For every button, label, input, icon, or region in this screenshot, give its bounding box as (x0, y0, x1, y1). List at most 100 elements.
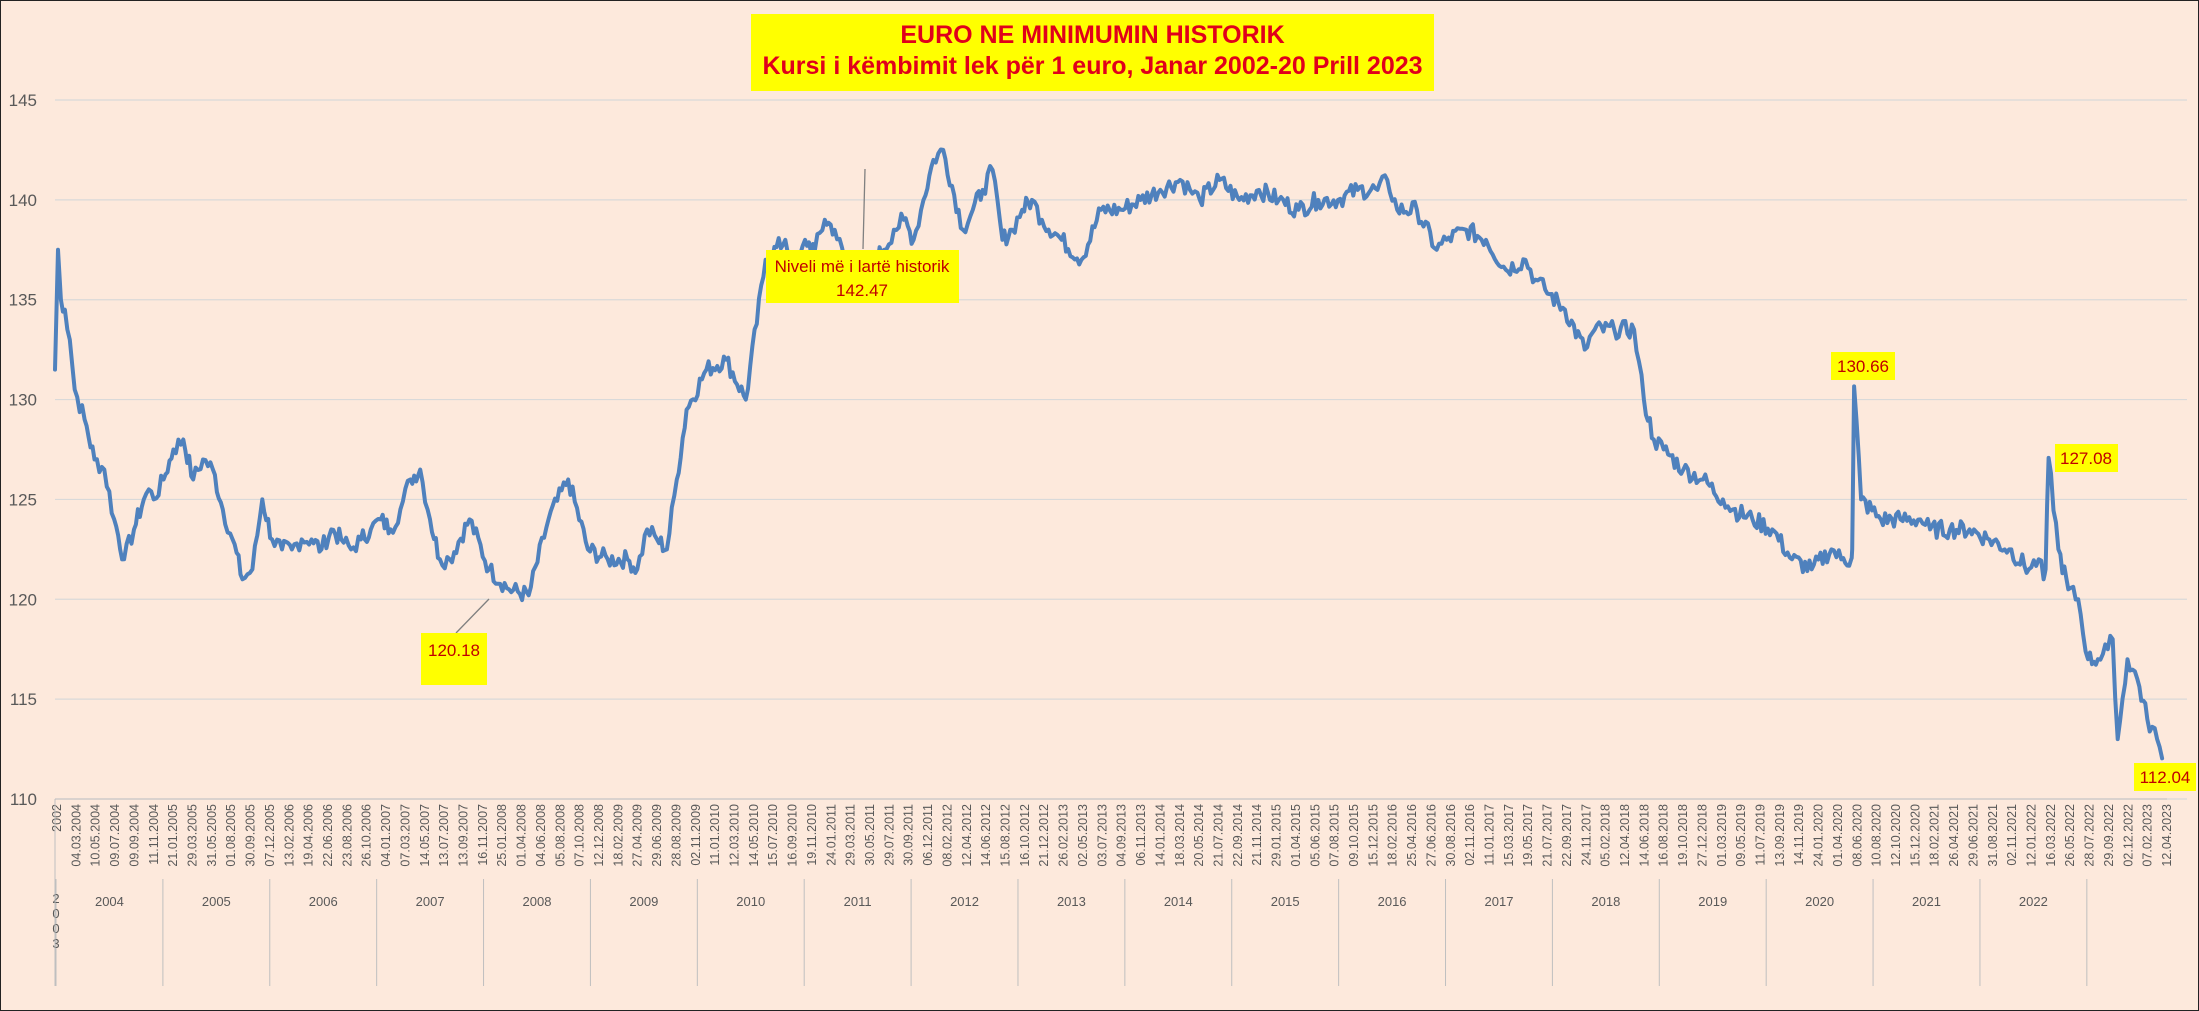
x-date-label: 22.09.2017 (1560, 804, 1574, 867)
x-date-label: 13.02.2006 (282, 804, 296, 867)
x-date-label: 14.11.2019 (1792, 804, 1806, 866)
x-date-label: 15.12.2020 (1908, 804, 1922, 867)
x-date-label: 30.09.2005 (244, 804, 258, 867)
year-label: 2006 (309, 894, 338, 909)
x-date-label: 26.04.2021 (1947, 804, 1961, 867)
x-date-label: 27.06.2016 (1424, 804, 1438, 867)
x-date-label: 26.10.2006 (360, 804, 374, 867)
x-date-label: 12.04.2023 (2160, 804, 2174, 867)
x-date-label: 15.07.2010 (766, 804, 780, 867)
x-date-label: 18.02.2016 (1386, 804, 1400, 867)
annotation-max-text: Niveli më i lartë historik (775, 257, 950, 276)
x-date-label: 25.01.2008 (495, 804, 509, 867)
y-tick-label: 125 (9, 490, 37, 509)
x-date-label: 14.05.2007 (418, 804, 432, 867)
x-date-label: 24.01.2011 (824, 804, 838, 866)
x-date-label: 24.11.2017 (1579, 804, 1593, 866)
x-date-label: 02.11.2016 (1463, 804, 1477, 866)
x-date-label: 09.07.2004 (108, 804, 122, 867)
x-date-label: 04.09.2013 (1115, 804, 1129, 867)
x-date-label: 14.05.2010 (747, 804, 761, 867)
x-date-label: 02.11.2021 (2005, 804, 2019, 866)
x-date-label: 31.05.2005 (205, 804, 219, 867)
x-date-label: 02.05.2013 (1076, 804, 1090, 867)
year-label: 2012 (950, 894, 979, 909)
x-axis: 2002 04.03.2004 10.05.2004 09.07.2004 09.09.… (50, 798, 2174, 986)
x-date-label: 12.03.2010 (728, 804, 742, 867)
x-date-label: 05.08.2008 (553, 804, 567, 867)
x-date-label: 01.04.2008 (515, 804, 529, 867)
annotation-130-box (1831, 352, 1895, 380)
x-date-label: 20.05.2014 (1192, 804, 1206, 867)
annotation-127-text: 127.08 (2060, 449, 2112, 468)
annotation-leader-120 (455, 598, 490, 634)
x-date-label: 26.05.2022 (2063, 804, 2077, 867)
x-date-label: 22.09.2014 (1231, 804, 1245, 867)
x-date-label: 30.05.2011 (863, 804, 877, 866)
x-date-label: 07.02.2023 (2141, 804, 2155, 867)
x-date-label: 29.07.2011 (882, 804, 896, 866)
year-label: 2018 (1591, 894, 1620, 909)
x-date-label: 30.09.2011 (902, 804, 916, 866)
x-date-label: 29.09.2022 (2102, 804, 2116, 867)
x-date-label: 13.09.2007 (457, 804, 471, 867)
x-date-label: 07.12.2005 (263, 804, 277, 867)
annotation-127-box (2055, 444, 2118, 472)
x-date-label: 06.11.2013 (1134, 804, 1148, 866)
x-date-label: 15.03.2017 (1502, 804, 1516, 867)
x-date-label: 27.04.2009 (631, 804, 645, 867)
x-date-label: 16.09.2010 (786, 804, 800, 867)
annotation-120-box (421, 633, 487, 685)
x-date-label: 21.11.2014 (1250, 804, 1264, 866)
year-label: 2005 (202, 894, 231, 909)
year-label: 2008 (523, 894, 552, 909)
x-date-label: 19.05.2017 (1521, 804, 1535, 867)
x-date-label: 12.04.2012 (960, 804, 974, 867)
year-label: 2017 (1485, 894, 1514, 909)
x-date-label: 12.04.2018 (1618, 804, 1632, 867)
year-label: 2009 (629, 894, 658, 909)
annotation-112-text: 112.04 (2140, 768, 2191, 787)
x-date-label: 11.11.2004 (147, 804, 161, 865)
chart-title-line1: EURO NE MINIMUMIN HISTORIK (900, 21, 1285, 49)
x-date-label: 14.06.2012 (979, 804, 993, 867)
x-date-label: 02.11.2009 (689, 804, 703, 866)
x-date-label: 13.09.2019 (1773, 804, 1787, 867)
x-date-label: 09.05.2019 (1734, 804, 1748, 867)
x-date-label: 15.12.2015 (1366, 804, 1380, 867)
x-date-label: 16.10.2012 (1018, 804, 1032, 867)
x-date-label: 04.03.2004 (69, 804, 83, 867)
x-date-label: 14.06.2018 (1637, 804, 1651, 867)
x-date-label: 05.06.2015 (1308, 804, 1322, 867)
x-date-label: 27.12.2018 (1695, 804, 1709, 867)
x-date-label: 28.07.2022 (2083, 804, 2097, 867)
x-date-label: 18.03.2014 (1173, 804, 1187, 867)
x-date-label: 21.01.2005 (166, 804, 180, 867)
x-date-label: 13.07.2007 (437, 804, 451, 867)
x-date-label: 07.10.2008 (573, 804, 587, 867)
x-date-label: 21.12.2012 (1037, 804, 1051, 867)
y-tick-label: 140 (9, 191, 37, 210)
annotation-112-box (2134, 763, 2196, 791)
x-date-label: 29.03.2011 (844, 804, 858, 866)
x-date-label: 04.01.2007 (379, 804, 393, 867)
x-date-label: 12.01.2022 (2024, 804, 2038, 867)
x-date-label: 04.06.2008 (534, 804, 548, 867)
x-date-label: 12.12.2008 (592, 804, 606, 867)
x-date-label: 07.08.2015 (1328, 804, 1342, 867)
year-label: 2021 (1912, 894, 1941, 909)
y-tick-label: 110 (10, 790, 37, 809)
x-date-label: 11.01.2017 (1482, 804, 1496, 866)
x-date-label: 08.06.2020 (1850, 804, 1864, 867)
year-label: 2011 (844, 894, 872, 909)
x-date-label: 19.10.2018 (1676, 804, 1690, 867)
x-date-label: 31.08.2021 (1986, 804, 2000, 867)
x-date-label: 23.08.2006 (340, 804, 354, 867)
x-date-label: 21.07.2014 (1211, 804, 1225, 867)
x-date-label: 19.11.2010 (805, 804, 819, 866)
series-line (53, 147, 2165, 761)
x-date-label: 10.08.2020 (1870, 804, 1884, 867)
annotation-max-box (766, 250, 959, 303)
x-date-label: 01.08.2005 (224, 804, 238, 867)
